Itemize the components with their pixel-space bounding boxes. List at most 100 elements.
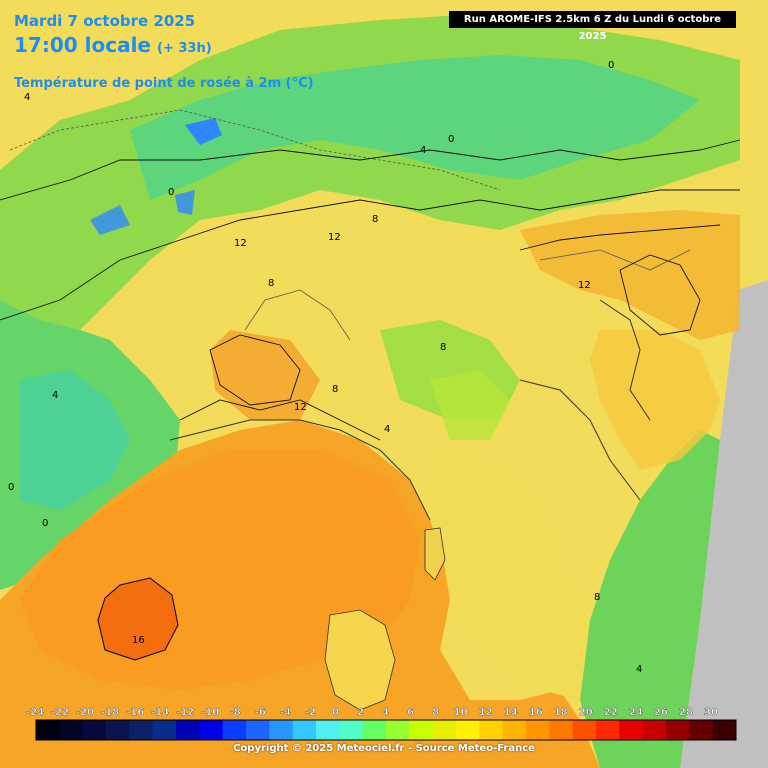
legend-swatch — [502, 720, 527, 740]
contour-label: 8 — [332, 384, 338, 395]
corsica-island — [424, 527, 446, 581]
legend-tick-label: -8 — [230, 707, 241, 718]
legend-swatch — [82, 720, 107, 740]
legend-tick-label: -2 — [305, 707, 316, 718]
cold-pocket-3 — [175, 190, 195, 215]
outside-domain-area — [680, 280, 768, 768]
contour-label: 8 — [440, 342, 446, 353]
contour-label: 4 — [52, 390, 58, 401]
border-alpine — [9, 109, 501, 191]
legend-swatch — [666, 720, 690, 740]
legend-outline — [35, 719, 737, 741]
legend-scale: -24 -22 -20 -18 -16 -14 -12 -10 -8 -6 -4 -2 0 2 4 6 8 10 1… — [26, 707, 737, 741]
legend-tick-label: -12 — [176, 707, 194, 718]
contour-label: 4 — [636, 664, 642, 675]
legend-tick-label: -18 — [101, 707, 119, 718]
legend-tick-label: -20 — [76, 707, 94, 718]
legend-swatch — [246, 720, 270, 740]
legend-tick-label: -16 — [126, 707, 144, 718]
orange-adriatic-zone — [520, 210, 740, 340]
legend-tick-label: 10 — [454, 707, 468, 718]
legend-swatch — [362, 720, 387, 740]
legend-swatch — [292, 720, 317, 740]
legend-tick-label: 20 — [579, 707, 593, 718]
legend-tick-label: 18 — [554, 707, 568, 718]
legend-tick-label: 30 — [704, 707, 718, 718]
legend-swatch — [222, 720, 247, 740]
legend-swatch — [689, 720, 714, 740]
green-east-zone — [580, 430, 720, 768]
contour-12-liguria — [179, 399, 381, 441]
contour-8 — [0, 189, 740, 321]
coastline-adriatic-north — [599, 299, 651, 421]
contour-label: 12 — [578, 280, 591, 291]
green-po-patch-2 — [430, 370, 510, 440]
contour-12-adriatic — [519, 224, 721, 251]
legend-swatch — [596, 720, 620, 740]
legend-tick-label: 2 — [357, 707, 364, 718]
legend-tick-label: -22 — [51, 707, 69, 718]
legend-swatch — [106, 720, 130, 740]
parameter-title: Température de point de rosée à 2m (°C) — [14, 76, 314, 91]
legend-swatch — [479, 720, 504, 740]
legend-tick-label: 4 — [382, 707, 389, 718]
legend-tick-label: -4 — [280, 707, 291, 718]
legend-tick-label: 12 — [479, 707, 493, 718]
contour-label: 8 — [372, 214, 378, 225]
forecast-time-value: 17:00 locale — [14, 33, 151, 57]
legend-swatch — [642, 720, 667, 740]
copyright-text: Copyright © 2025 Meteociel.fr - Source M… — [233, 743, 535, 754]
legend-swatch — [316, 720, 340, 740]
contour-label: 8 — [594, 592, 600, 603]
legend-tick-label: 6 — [407, 707, 414, 718]
contour-12-po — [209, 334, 301, 406]
legend-ticks: -24 -22 -20 -18 -16 -14 -12 -10 -8 -6 -4 -2 0 2 4 6 8 10 1… — [26, 707, 718, 718]
contour-label: 4 — [24, 92, 30, 103]
legend-tick-label: 8 — [432, 707, 439, 718]
legend-swatch — [432, 720, 457, 740]
cold-pocket-1 — [185, 118, 222, 145]
legend-swatch — [456, 720, 480, 740]
cold-pocket-2 — [90, 205, 130, 235]
contour-4 — [0, 139, 741, 201]
forecast-time: 17:00 locale (+ 33h) — [14, 33, 212, 57]
legend-tick-label: 24 — [629, 707, 643, 718]
contour-label: 4 — [420, 145, 426, 156]
legend-tick-label: -6 — [255, 707, 266, 718]
legend-swatch — [269, 720, 294, 740]
legend-swatch — [129, 720, 154, 740]
lead-time: (+ 33h) — [157, 41, 212, 56]
contour-labels: 0 0 0 0 0 4 4 4 4 4 8 8 8 8 8 12 12 12 1… — [8, 60, 642, 675]
legend-tick-label: 16 — [529, 707, 543, 718]
legend-bar — [35, 719, 737, 741]
contour-12-istria — [619, 254, 701, 336]
orange-liguria-zone — [210, 330, 320, 420]
coastline-adriatic-west — [519, 379, 641, 501]
legend-swatch — [712, 720, 737, 740]
color-legend: -24 -22 -20 -18 -16 -14 -12 -10 -8 -6 -4 -2 0 2 4 6 8 10 1… — [0, 703, 768, 768]
teal-alps-zone — [130, 55, 700, 200]
italy-peninsula — [430, 450, 590, 700]
contour-label: 0 — [8, 482, 14, 493]
sardinia-island — [324, 609, 396, 711]
legend-swatch — [59, 720, 84, 740]
contour-label: 12 — [328, 232, 341, 243]
contour-label: 0 — [42, 518, 48, 529]
legend-tick-label: 26 — [654, 707, 668, 718]
legend-swatch — [36, 720, 60, 740]
border-french-italian — [244, 289, 351, 341]
contour-label: 4 — [384, 424, 390, 435]
legend-swatch — [339, 720, 364, 740]
legend-tick-label: 14 — [504, 707, 518, 718]
legend-tick-label: 22 — [604, 707, 618, 718]
run-info-box: Run AROME-IFS 2.5km 6 Z du Lundi 6 octob… — [449, 11, 736, 42]
legend-tick-label: -14 — [151, 707, 169, 718]
contour-label: 8 — [268, 278, 274, 289]
warm-core-16 — [97, 577, 179, 661]
contour-label: 12 — [234, 238, 247, 249]
contour-label: 16 — [132, 635, 145, 646]
legend-swatch — [409, 720, 434, 740]
contour-label: 0 — [448, 134, 454, 145]
contour-label: 12 — [294, 402, 307, 413]
